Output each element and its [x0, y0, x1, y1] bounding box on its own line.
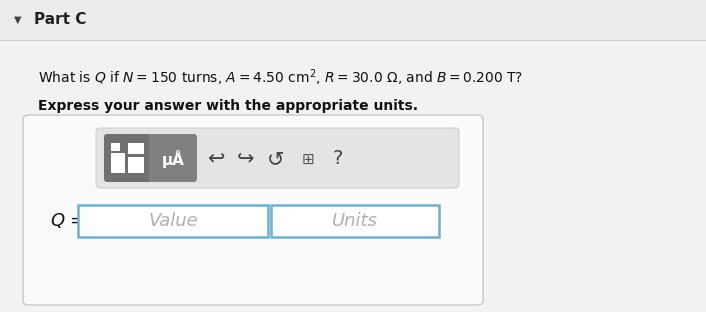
Text: ⊞: ⊞: [301, 152, 314, 167]
Text: Part C: Part C: [34, 12, 86, 27]
Text: μÅ: μÅ: [162, 150, 184, 168]
Text: What is $Q$ if $N = 150$ turns, $A = 4.50$ cm$^2$, $R = 30.0$ Ω, and $B = 0.200$: What is $Q$ if $N = 150$ turns, $A = 4.5…: [38, 68, 523, 88]
Bar: [111, 153, 125, 173]
Bar: [111, 143, 120, 151]
Text: Units: Units: [332, 212, 378, 230]
Text: Express your answer with the appropriate units.: Express your answer with the appropriate…: [38, 99, 418, 113]
FancyBboxPatch shape: [23, 115, 483, 305]
FancyBboxPatch shape: [104, 134, 152, 182]
Text: $Q$ =: $Q$ =: [50, 211, 85, 230]
Text: ↪: ↪: [237, 149, 255, 169]
Text: ↺: ↺: [268, 149, 285, 169]
FancyBboxPatch shape: [96, 128, 459, 188]
Bar: [78, 205, 268, 237]
Bar: [0, 0, 706, 40]
Text: ↩: ↩: [208, 149, 225, 169]
Bar: [128, 143, 144, 154]
FancyBboxPatch shape: [149, 134, 197, 182]
Text: Value: Value: [148, 212, 198, 230]
Bar: [128, 157, 144, 173]
Text: ?: ?: [333, 149, 343, 168]
Bar: [271, 205, 439, 237]
Text: ▼: ▼: [14, 15, 22, 25]
